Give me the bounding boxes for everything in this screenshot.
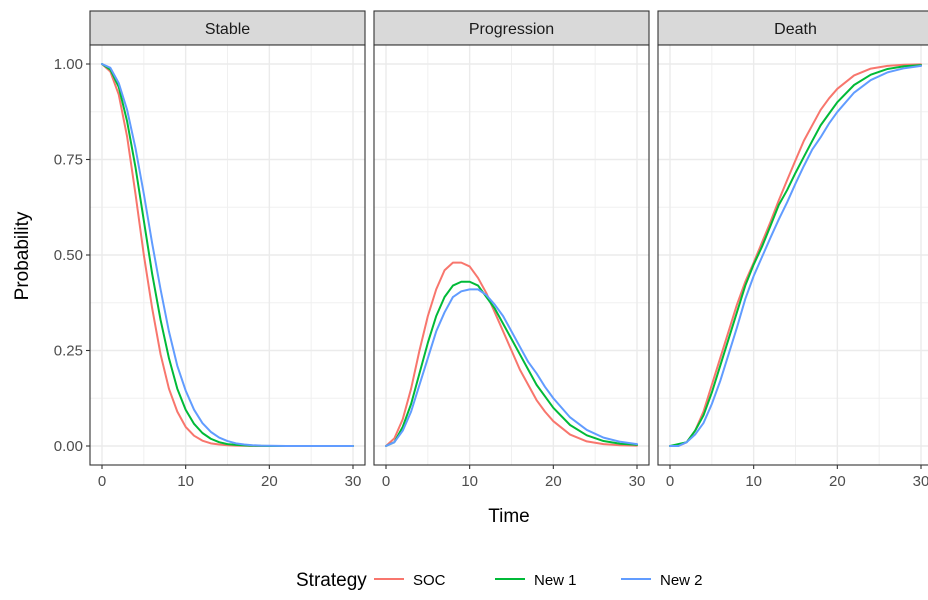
x-tick-label: 0 [98,473,106,490]
legend-entry-soc: SOC [374,572,446,589]
x-tick-label: 20 [545,473,562,490]
facet-panels: Stable 0 10 20 30 Progression 0 10 20 30 Death 0 10 2… [89,10,928,490]
panel-border [373,44,650,466]
y-axis-label: Probability [12,211,33,300]
legend-entry-new-2: New 2 [621,572,703,589]
facet-strip [89,10,366,46]
facet-strip-label: Progression [469,21,554,38]
legend: Strategy SOC New 1 New 2 [296,570,703,591]
facet-strip [657,10,928,46]
legend-label: New 2 [660,572,703,589]
series-line-soc [669,63,922,447]
series-line-new-1 [669,64,922,447]
x-tick-label: 30 [629,473,646,490]
y-tick-label: 1.00 [54,56,83,73]
x-tick-label: 10 [745,473,762,490]
y-axis: 0.00 0.25 0.50 0.75 1.00 [54,56,90,455]
panel-border [657,44,928,466]
legend-entry-new-1: New 1 [495,572,577,589]
series-line-new-1 [385,280,638,447]
legend-label: SOC [413,572,446,589]
facet-strip-label: Stable [205,21,250,38]
x-tick-label: 10 [461,473,478,490]
x-tick-label: 0 [666,473,674,490]
facet-strip-label: Death [774,21,817,38]
series-line-new-2 [669,64,922,447]
legend-title: Strategy [296,570,367,591]
y-tick-label: 0.00 [54,438,83,455]
facet-strip [373,10,650,46]
legend-label: New 1 [534,572,577,589]
y-tick-label: 0.50 [54,247,83,264]
x-tick-label: 0 [382,473,390,490]
x-axis-label: Time [488,506,530,527]
facet-panel-stable: Stable 0 10 20 30 [89,10,366,490]
y-tick-label: 0.75 [54,152,83,169]
x-tick-label: 20 [829,473,846,490]
x-tick-label: 30 [345,473,362,490]
x-tick-label: 30 [913,473,928,490]
y-tick-label: 0.25 [54,343,83,360]
series-line-new-2 [101,63,354,447]
x-tick-label: 20 [261,473,278,490]
facet-panel-progression: Progression 0 10 20 30 [373,10,650,490]
x-tick-label: 10 [177,473,194,490]
facet-panel-death: Death 0 10 20 30 [657,10,928,490]
series-line-new-2 [385,288,638,447]
